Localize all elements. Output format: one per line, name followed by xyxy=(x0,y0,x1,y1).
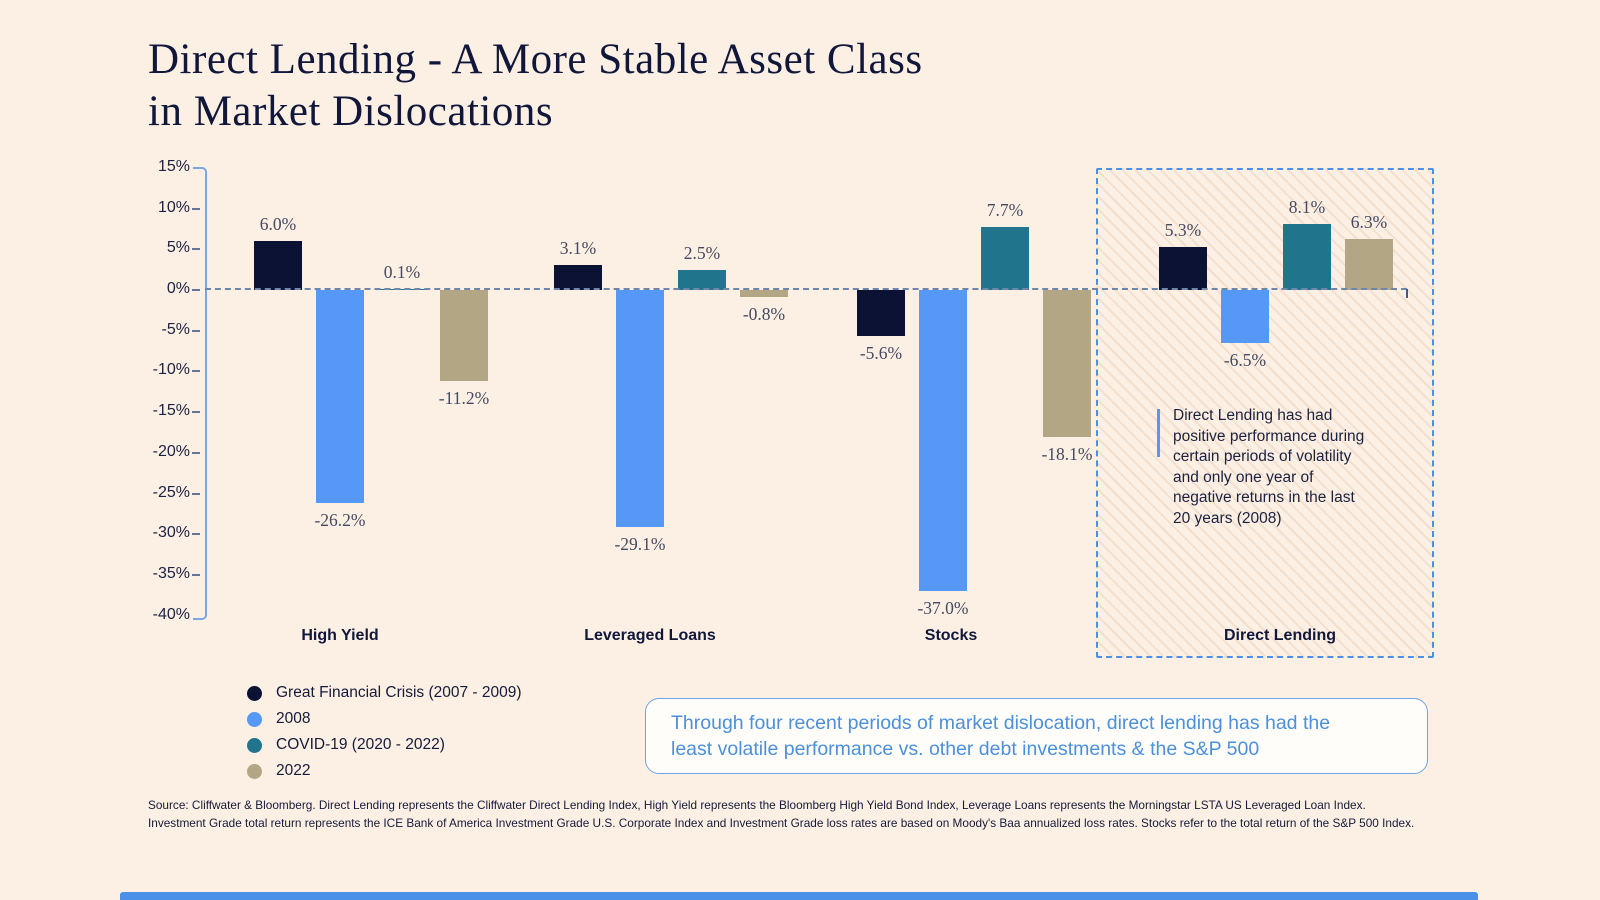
bar-great-financial-crisis-2007-2009- xyxy=(857,290,905,336)
category-label-direct-lending: Direct Lending xyxy=(1223,627,1336,644)
bar-2022 xyxy=(1345,238,1393,290)
legend-label: 2008 xyxy=(276,710,311,727)
category-label-high-yield: High Yield xyxy=(301,627,379,644)
bar-2008 xyxy=(1221,290,1269,343)
annotation-accent-bar xyxy=(1157,409,1160,457)
bar-covid-19-2020-2022- xyxy=(981,227,1029,290)
bar-2008 xyxy=(919,290,967,592)
bar-value-label: 6.3% xyxy=(1350,211,1388,232)
y-axis-tick-label: 0% xyxy=(166,280,190,297)
y-axis-tick-mark xyxy=(192,370,200,373)
bar-2008 xyxy=(316,290,364,504)
y-axis-tick-label: -10% xyxy=(152,361,190,379)
bar-2022 xyxy=(440,290,488,382)
y-axis-tick-label: 10% xyxy=(157,198,190,216)
y-axis-tick-mark xyxy=(192,574,200,577)
y-axis-tick-mark xyxy=(192,492,200,495)
summary-callout-text: Through four recent periods of market di… xyxy=(671,712,1331,760)
bar-value-label: -6.5% xyxy=(1223,349,1267,370)
legend-dot-navy xyxy=(247,685,262,701)
legend-dot-tan xyxy=(247,763,262,779)
footer-accent-bar xyxy=(120,892,1478,900)
bar-covid-19-2020-2022- xyxy=(678,269,726,290)
bar-value-label: 8.1% xyxy=(1288,197,1326,218)
bar-value-label: 6.0% xyxy=(259,214,297,235)
summary-callout-box: Through four recent periods of market di… xyxy=(645,698,1428,774)
zero-baseline-end-hook xyxy=(1406,289,1408,298)
y-axis-tick-label: -5% xyxy=(161,320,190,338)
category-label-stocks: Stocks xyxy=(924,627,978,644)
y-axis-tick-label: -35% xyxy=(152,565,190,583)
bar-2008 xyxy=(616,290,664,528)
y-axis-tick-mark xyxy=(192,329,200,332)
y-axis-tick-label: -25% xyxy=(152,483,190,501)
bar-value-label: -11.2% xyxy=(438,388,490,409)
bar-value-label: -37.0% xyxy=(917,598,969,619)
bar-great-financial-crisis-2007-2009- xyxy=(554,264,602,290)
bar-great-financial-crisis-2007-2009- xyxy=(254,241,302,290)
bar-value-label: -18.1% xyxy=(1041,444,1093,465)
legend-dot-blue xyxy=(247,711,262,727)
y-axis-tick-label: 15% xyxy=(157,157,190,175)
y-axis-tick-mark xyxy=(192,289,200,291)
bar-value-label: 2.5% xyxy=(683,242,721,263)
bar-value-label: 5.3% xyxy=(1164,219,1202,240)
bar-2022 xyxy=(1043,290,1091,438)
bar-value-label: 7.7% xyxy=(986,200,1024,221)
zero-baseline xyxy=(205,288,1407,290)
direct-lending-annotation: Direct Lending has had positive performa… xyxy=(1157,406,1417,529)
y-axis-tick-label: -40% xyxy=(152,605,190,623)
y-axis-tick-label: 5% xyxy=(166,239,190,257)
y-axis-tick-mark xyxy=(192,533,200,536)
bar-2022 xyxy=(740,290,788,297)
y-axis-tick-mark xyxy=(192,411,200,414)
y-axis-tick-mark xyxy=(192,248,200,251)
bar-value-label: 3.1% xyxy=(559,237,597,258)
bar-value-label: -29.1% xyxy=(614,534,666,555)
source-footnote: Source: Cliffwater & Bloomberg. Direct L… xyxy=(148,798,1415,830)
y-axis-tick-label: -15% xyxy=(152,402,190,420)
category-label-leveraged-loans: Leveraged Loans xyxy=(584,627,716,644)
legend-label: Great Financial Crisis (2007 - 2009) xyxy=(276,684,522,701)
legend-label: COVID-19 (2020 - 2022) xyxy=(276,736,445,753)
bar-covid-19-2020-2022- xyxy=(1283,224,1331,290)
legend-item-2022: 2022 xyxy=(247,758,522,784)
y-axis-tick-mark xyxy=(192,451,200,454)
y-axis-line xyxy=(193,167,207,620)
bar-value-label: -26.2% xyxy=(314,510,366,531)
annotation-text: Direct Lending has had positive performa… xyxy=(1173,407,1365,527)
y-axis-tick-mark xyxy=(192,207,200,210)
legend-item-2008: 2008 xyxy=(247,706,522,732)
bar-great-financial-crisis-2007-2009- xyxy=(1159,246,1207,290)
bar-value-label: 0.1% xyxy=(383,261,421,282)
legend-item-covid: COVID-19 (2020 - 2022) xyxy=(247,732,522,758)
page-title: Direct Lending - A More Stable Asset Cla… xyxy=(148,36,923,135)
y-axis-tick-label: -20% xyxy=(152,442,190,460)
legend-label: 2022 xyxy=(276,762,311,779)
legend-dot-teal xyxy=(247,737,262,753)
chart-legend: Great Financial Crisis (2007 - 2009) 200… xyxy=(247,680,522,784)
bar-value-label: -5.6% xyxy=(859,342,903,363)
bar-value-label: -0.8% xyxy=(742,303,786,324)
y-axis-tick-label: -30% xyxy=(152,524,190,542)
legend-item-gfc: Great Financial Crisis (2007 - 2009) xyxy=(247,680,522,706)
